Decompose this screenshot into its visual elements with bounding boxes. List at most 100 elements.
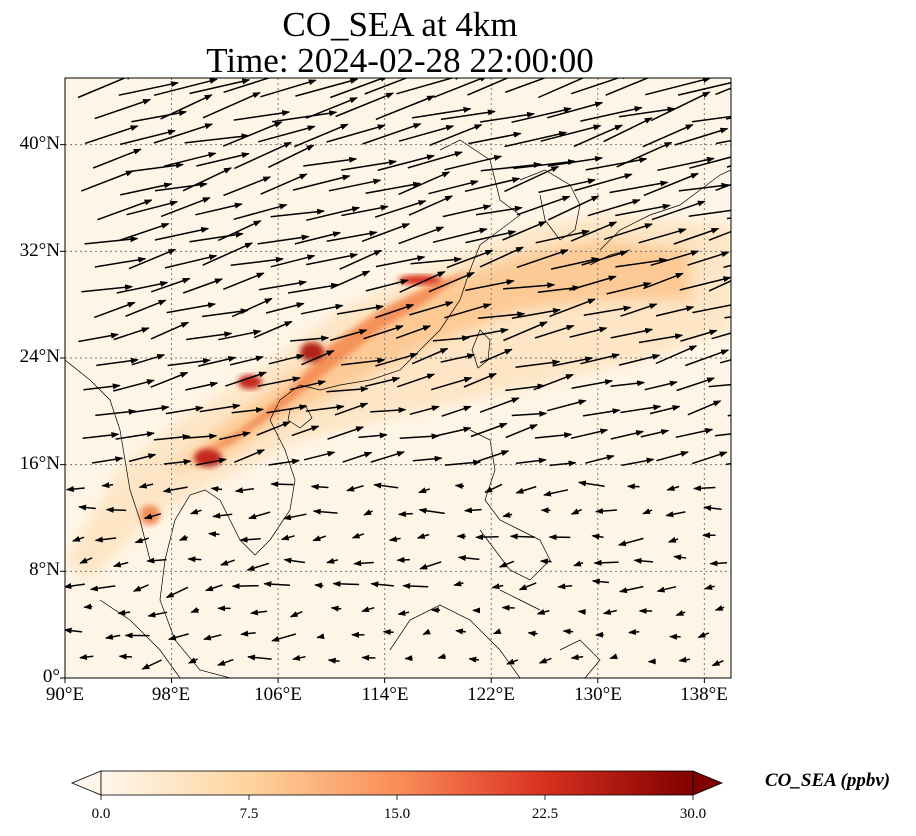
wind-vector-arrow	[223, 78, 272, 94]
wind-vector-arrow	[363, 509, 373, 516]
wind-vector-arrow	[650, 91, 711, 122]
wind-vector-arrow	[202, 308, 249, 318]
wind-vector-arrow	[81, 284, 133, 293]
wind-vector-arrow	[687, 251, 730, 266]
wind-vector-arrow	[569, 275, 617, 291]
wind-vector-arrow	[571, 379, 614, 389]
wind-vector-arrow	[709, 560, 728, 567]
wind-vector-arrow	[327, 657, 340, 664]
wind-vector-arrow	[332, 580, 360, 587]
wind-vector-arrow	[153, 123, 214, 144]
wind-vector-arrow	[591, 533, 604, 540]
wind-vector-arrow	[203, 634, 222, 641]
wind-vector-arrow	[638, 333, 684, 344]
wind-vector-arrow	[673, 227, 720, 245]
wind-vector-arrow	[342, 451, 373, 463]
wind-vector-arrow	[573, 124, 623, 148]
wind-vector-arrow	[418, 507, 445, 515]
wind-vector-arrow	[518, 582, 537, 591]
wind-vector-arrow	[453, 580, 464, 587]
wind-vector-arrow	[412, 347, 449, 365]
wind-vector-arrow	[233, 203, 288, 221]
wind-vector-arrow	[183, 433, 218, 440]
wind-vector-arrow	[361, 654, 376, 661]
wind-vector-arrow	[513, 159, 576, 170]
wind-vector-arrow	[287, 282, 340, 294]
wind-vector-arrow	[477, 311, 526, 320]
coastline-borneo	[389, 604, 521, 678]
wind-vector-arrow	[105, 506, 127, 513]
wind-vector-arrow	[708, 383, 731, 388]
wind-vector-arrow	[316, 633, 325, 640]
wind-vector-arrow	[341, 159, 397, 171]
co-hotspot-3	[300, 342, 324, 362]
wind-vector-arrow	[120, 182, 173, 196]
x-tick-label: 98°E	[151, 684, 191, 705]
wind-vector-arrow	[164, 254, 218, 269]
wind-vector-arrow	[591, 578, 609, 585]
wind-vector-arrow	[132, 584, 149, 592]
wind-vector-arrow	[346, 484, 364, 492]
wind-vector-arrow	[165, 405, 204, 415]
wind-vector-arrow	[398, 171, 451, 196]
colorbar-extend-max	[692, 770, 724, 796]
wind-vector-arrow	[726, 217, 731, 220]
wind-vector-arrow	[370, 451, 406, 463]
wind-vector-arrow	[163, 458, 192, 465]
wind-vector-arrow	[463, 372, 498, 388]
y-tick-label: 24°N	[19, 346, 60, 367]
wind-vector-arrow	[475, 205, 523, 216]
x-tick-label: 138°E	[680, 684, 728, 705]
wind-vector-arrow	[719, 359, 731, 364]
y-tick-label: 8°N	[29, 559, 60, 580]
colorbar-gradient	[100, 770, 694, 796]
wind-vector-arrow	[117, 609, 131, 616]
wind-vector-arrow	[295, 78, 359, 97]
wind-vector-arrow	[314, 582, 324, 589]
co-hotspot-2	[238, 375, 262, 389]
wind-vector-arrow	[540, 124, 602, 142]
wind-vector-arrow	[432, 227, 488, 244]
wind-vector-arrow	[610, 327, 654, 339]
wind-vector-arrow	[187, 657, 198, 664]
y-tick-label: 32°N	[19, 240, 60, 261]
wind-vector-arrow	[437, 653, 446, 660]
wind-vector-arrow	[498, 560, 515, 568]
axis-ticks	[60, 144, 705, 683]
wind-vector-arrow	[328, 178, 382, 192]
wind-vector-arrow	[388, 536, 401, 543]
wind-vector-arrow	[112, 561, 129, 568]
wind-vector-arrow	[633, 557, 654, 564]
wind-vector-arrow	[113, 327, 150, 341]
wind-vector-arrow	[725, 462, 731, 466]
wind-vector-arrow	[362, 123, 422, 145]
wind-vector-arrow	[397, 609, 410, 616]
wind-vector-arrow	[577, 480, 605, 487]
wind-vector-arrow	[409, 405, 440, 416]
wind-vector-arrow	[375, 255, 426, 268]
wind-vector-arrow	[463, 327, 509, 339]
wind-vector-arrow	[189, 78, 251, 95]
wind-vector-arrow	[475, 534, 499, 541]
wind-vector-arrow	[94, 98, 152, 120]
wind-vector-arrow	[678, 182, 730, 192]
wind-vector-arrow	[602, 609, 617, 615]
wind-vector-arrow	[312, 508, 338, 515]
wind-vector-arrow	[615, 203, 671, 217]
wind-vector-arrow	[283, 513, 307, 521]
wind-vector-arrow	[651, 200, 706, 221]
wind-vector-arrow	[585, 454, 615, 464]
wind-vector-arrow	[146, 557, 167, 564]
wind-vector-arrow	[442, 204, 492, 218]
wind-vector-arrow	[195, 202, 243, 216]
wind-vector-arrow	[190, 607, 200, 614]
wind-vector-arrow	[327, 426, 365, 440]
wind-vector-arrow	[256, 421, 291, 436]
wind-vector-arrow	[708, 230, 731, 241]
wind-vector-arrow	[395, 325, 432, 339]
wind-vector-arrow	[675, 610, 686, 617]
wind-vector-arrow	[166, 302, 217, 314]
wind-vector-arrow	[231, 297, 273, 318]
wind-vector-arrow	[202, 242, 254, 266]
